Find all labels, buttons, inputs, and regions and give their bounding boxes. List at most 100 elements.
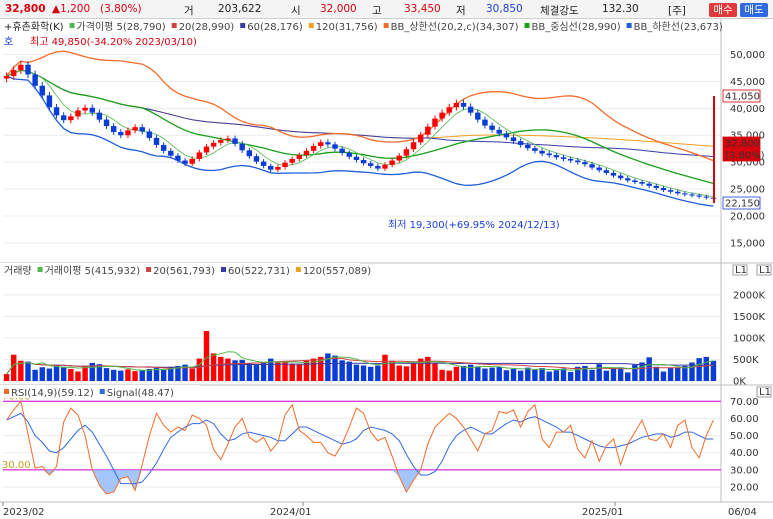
volume-legend-item: 거래량 (4, 265, 32, 277)
volume-bar (75, 371, 81, 381)
volume-tick-label: 1500K (733, 312, 765, 323)
volume-bar (310, 358, 317, 381)
candle (667, 190, 674, 192)
price-tick-label: 25,000 (730, 185, 765, 196)
price-tag-box (722, 148, 761, 162)
price-legend-item: +휴촌화학(K) (4, 21, 64, 33)
candle (60, 115, 67, 121)
candle (575, 160, 581, 163)
volume-bar (439, 369, 445, 381)
volume-bar (482, 368, 488, 381)
price-change: ▲1,200 (52, 3, 91, 15)
candle (632, 180, 638, 183)
strength-value: 132.30 (602, 3, 639, 15)
legend-swatch (240, 23, 246, 28)
low-value: 30,850 (486, 3, 523, 15)
volume-bar (225, 358, 231, 381)
volume-bar (53, 364, 60, 381)
volume-bar (375, 365, 381, 381)
volume-bar (546, 371, 552, 381)
volume-bar (689, 362, 695, 381)
legend-swatch (4, 389, 9, 394)
volume-bar (239, 359, 245, 381)
legend-swatch (383, 23, 389, 28)
candle (346, 152, 353, 157)
price-change-pct: (3.80%) (100, 3, 142, 15)
candle (332, 144, 338, 149)
candle (453, 102, 460, 108)
volume-bar (653, 366, 660, 381)
candle (446, 107, 452, 113)
volume-tick-label: 0K (733, 377, 746, 388)
stock-chart: 최고 49,850(-34.20% 2023/03/10) 최저 19,300(+… (0, 19, 773, 518)
candle (646, 183, 652, 186)
price-panel: 최고 49,850(-34.20% 2023/03/10) 최저 19,300(+… (3, 36, 717, 231)
candle (175, 155, 181, 161)
candle (203, 146, 210, 153)
rsi-tick-label: 70.00 (730, 397, 759, 408)
rsi-legend-item: Signal(48.47) (107, 388, 174, 399)
volume-label: 거 (184, 5, 194, 17)
x-tick-label: 2023/02 (3, 507, 45, 518)
legend-swatch (171, 23, 177, 28)
volume-bar (139, 370, 145, 381)
legend-swatch (146, 267, 152, 272)
candle (232, 138, 238, 144)
sell-button[interactable]: 매도 (740, 3, 768, 17)
volume-bar (425, 356, 431, 381)
rsi-line (6, 400, 714, 495)
current-price: 32,800 (5, 3, 46, 15)
candle (596, 167, 602, 171)
candle (432, 118, 438, 127)
volume-bar (510, 368, 517, 381)
buy-button[interactable]: 매수 (709, 3, 737, 17)
volume-tick-label: 1000K (733, 333, 765, 344)
candle (439, 112, 445, 119)
candle (132, 127, 138, 131)
open-value: 32,000 (320, 3, 357, 15)
candle (96, 112, 103, 120)
candle (239, 143, 245, 151)
volume-bar (632, 364, 638, 381)
price-legend-item: BB_중심선(28,990) (532, 21, 621, 33)
panel-setting-icon (756, 386, 772, 398)
volume-bar (118, 370, 124, 381)
volume-bar (553, 370, 560, 381)
candle (382, 164, 388, 169)
candle (218, 140, 224, 143)
high-value: 33,450 (404, 3, 441, 15)
legend-swatch (626, 23, 632, 28)
candle (417, 134, 424, 143)
candle (53, 107, 60, 116)
legend-swatch (37, 267, 43, 272)
volume-bar (517, 370, 524, 381)
volume-bar (539, 368, 545, 381)
volume-bar (339, 360, 345, 381)
chart-axes: 15,000 20,000 25,000 30,000 35,000 40,000 45,0… (2, 50, 772, 518)
candle (496, 129, 502, 134)
volume-bar (660, 371, 667, 381)
candle (68, 116, 74, 121)
candle (46, 95, 53, 108)
candle (689, 194, 695, 196)
volume-bar (582, 365, 588, 381)
volume-bar (246, 363, 253, 381)
volume-bar (325, 353, 331, 381)
volume-bar (367, 366, 374, 381)
volume-bar (3, 374, 10, 381)
volume-bar (253, 364, 260, 381)
volume-bar (417, 358, 424, 381)
candle (467, 106, 474, 113)
candle (339, 148, 345, 153)
price-tag: (3.80%) (725, 151, 765, 162)
candle (168, 150, 174, 156)
rsi-oversold-fill (6, 469, 714, 494)
volume-tick-label: 500K (733, 355, 759, 366)
volume-bar (710, 360, 717, 381)
volume-bar (153, 368, 160, 381)
volume-bar (403, 366, 410, 381)
volume-legend-item: 거래이평 5(415,932) (45, 265, 141, 277)
candle (403, 149, 410, 156)
candle (253, 156, 260, 162)
